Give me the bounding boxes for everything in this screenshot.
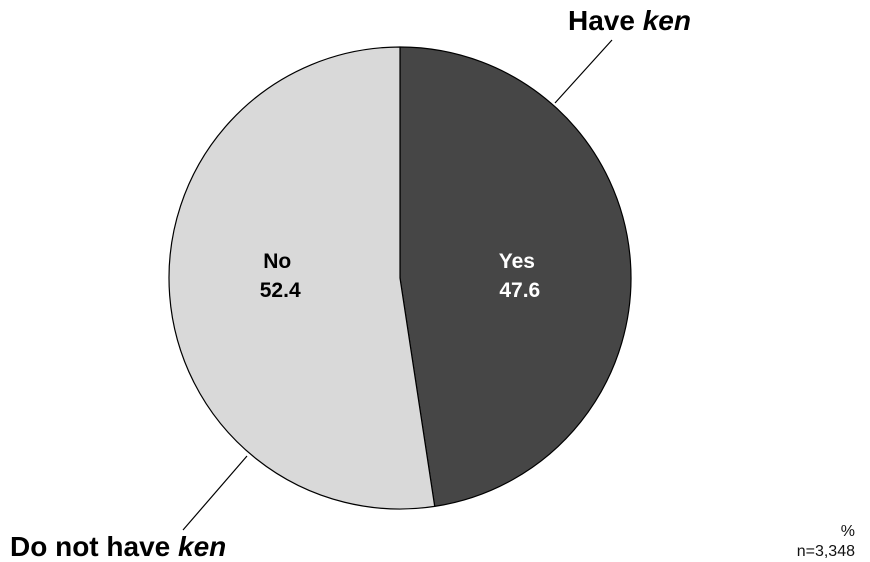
callout-no-prefix: Do not have <box>10 531 178 562</box>
slice-label-yes: Yes 47.6 <box>499 250 541 302</box>
callout-label-yes: Have ken <box>568 5 691 36</box>
callout-leader-yes <box>554 39 613 104</box>
pie-callouts: Have ken Do not have ken <box>10 5 691 562</box>
slice-label-no-name: No <box>263 250 291 273</box>
callout-yes-prefix: Have <box>568 5 643 36</box>
callout-leader-no <box>182 455 248 531</box>
callout-no-emph: ken <box>178 531 226 562</box>
callout-yes-emph: ken <box>643 5 691 36</box>
chart-notes: % n=3,348 <box>797 523 855 560</box>
slice-label-no-value: 52.4 <box>260 279 301 302</box>
callout-label-no: Do not have ken <box>10 531 226 562</box>
pie-slice-labels: Yes 47.6 No 52.4 <box>260 250 541 302</box>
slice-label-no: No 52.4 <box>260 250 301 302</box>
sample-size-note: n=3,348 <box>797 543 855 560</box>
pie-slice-yes <box>399 46 632 507</box>
pie-slice-no <box>168 46 436 510</box>
slice-label-yes-name: Yes <box>499 250 535 273</box>
slice-label-yes-value: 47.6 <box>499 279 540 302</box>
unit-note: % <box>841 523 855 540</box>
pie-slices <box>168 46 632 510</box>
